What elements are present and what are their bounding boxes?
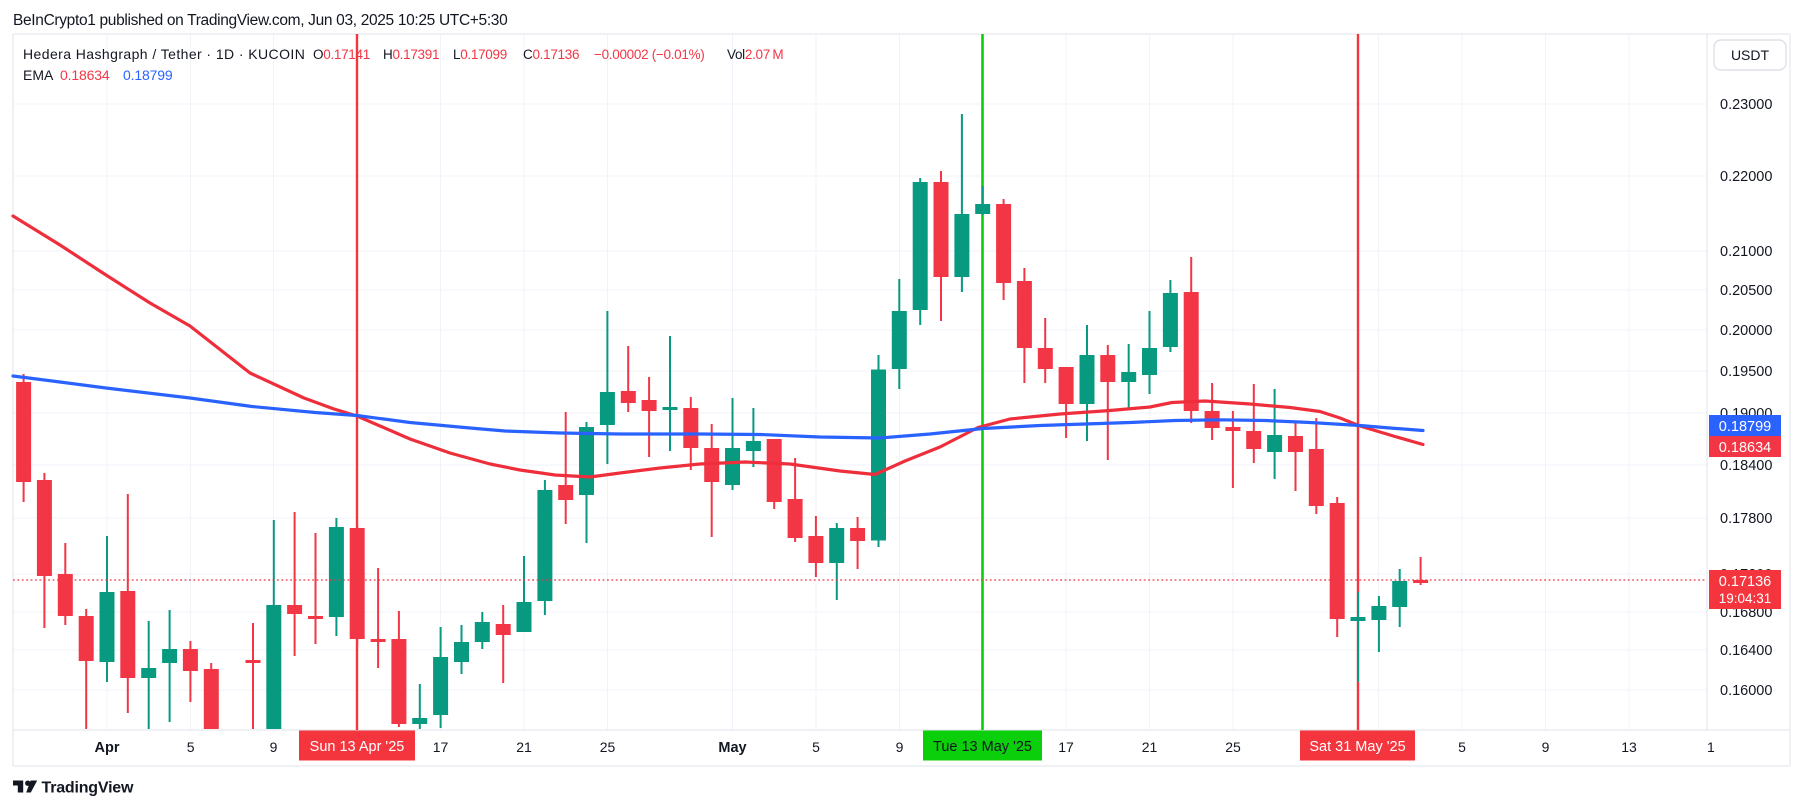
svg-text:O0.17141: O0.17141 — [313, 47, 370, 62]
svg-text:5: 5 — [812, 739, 820, 755]
svg-text:0.16400: 0.16400 — [1720, 643, 1772, 659]
svg-text:0.18634: 0.18634 — [1719, 440, 1771, 456]
svg-text:0.18634: 0.18634 — [60, 67, 110, 83]
svg-text:EMA: EMA — [23, 67, 54, 83]
svg-text:Sun 13 Apr '25: Sun 13 Apr '25 — [310, 739, 405, 755]
svg-text:1: 1 — [1707, 739, 1715, 755]
svg-text:0.21000: 0.21000 — [1720, 244, 1772, 260]
svg-text:0.16000: 0.16000 — [1720, 683, 1772, 699]
svg-text:−0.00002 (−0.01%): −0.00002 (−0.01%) — [594, 47, 705, 62]
svg-text:0.20000: 0.20000 — [1720, 323, 1772, 339]
svg-text:9: 9 — [896, 739, 904, 755]
svg-text:0.18799: 0.18799 — [123, 67, 173, 83]
svg-text:25: 25 — [1225, 739, 1241, 755]
svg-text:0.19500: 0.19500 — [1720, 364, 1772, 380]
svg-text:5: 5 — [1458, 739, 1466, 755]
svg-text:0.23000: 0.23000 — [1720, 97, 1772, 113]
svg-text:9: 9 — [270, 739, 278, 755]
svg-text:25: 25 — [600, 739, 616, 755]
svg-text:Hedera Hashgraph / Tether · 1D: Hedera Hashgraph / Tether · 1D · KUCOIN — [23, 46, 305, 62]
svg-text:0.18799: 0.18799 — [1719, 419, 1771, 435]
svg-text:13: 13 — [1621, 739, 1637, 755]
svg-text:0.20500: 0.20500 — [1720, 283, 1772, 299]
svg-text:May: May — [718, 740, 746, 756]
svg-text:0.17136: 0.17136 — [1719, 574, 1771, 590]
svg-text:0.17800: 0.17800 — [1720, 511, 1772, 527]
svg-text:TradingView: TradingView — [42, 780, 135, 797]
svg-text:H0.17391: H0.17391 — [383, 47, 439, 62]
svg-text:Apr: Apr — [95, 740, 120, 756]
svg-text:0.18400: 0.18400 — [1720, 458, 1772, 474]
svg-text:Tue 13 May '25: Tue 13 May '25 — [933, 739, 1032, 755]
svg-text:Vol2.07 M: Vol2.07 M — [727, 47, 783, 62]
svg-text:21: 21 — [1142, 739, 1158, 755]
svg-text:21: 21 — [516, 739, 532, 755]
svg-text:19:04:31: 19:04:31 — [1719, 591, 1772, 606]
svg-text:17: 17 — [433, 739, 449, 755]
svg-text:Sat 31 May '25: Sat 31 May '25 — [1309, 739, 1405, 755]
svg-text:C0.17136: C0.17136 — [523, 47, 579, 62]
svg-text:0.22000: 0.22000 — [1720, 169, 1772, 185]
svg-text:17: 17 — [1058, 739, 1074, 755]
svg-text:BeInCrypto1 published on Tradi: BeInCrypto1 published on TradingView.com… — [13, 12, 508, 29]
svg-text:5: 5 — [187, 739, 195, 755]
svg-text:9: 9 — [1542, 739, 1550, 755]
svg-text:USDT: USDT — [1731, 47, 1770, 63]
svg-text:L0.17099: L0.17099 — [453, 47, 507, 62]
